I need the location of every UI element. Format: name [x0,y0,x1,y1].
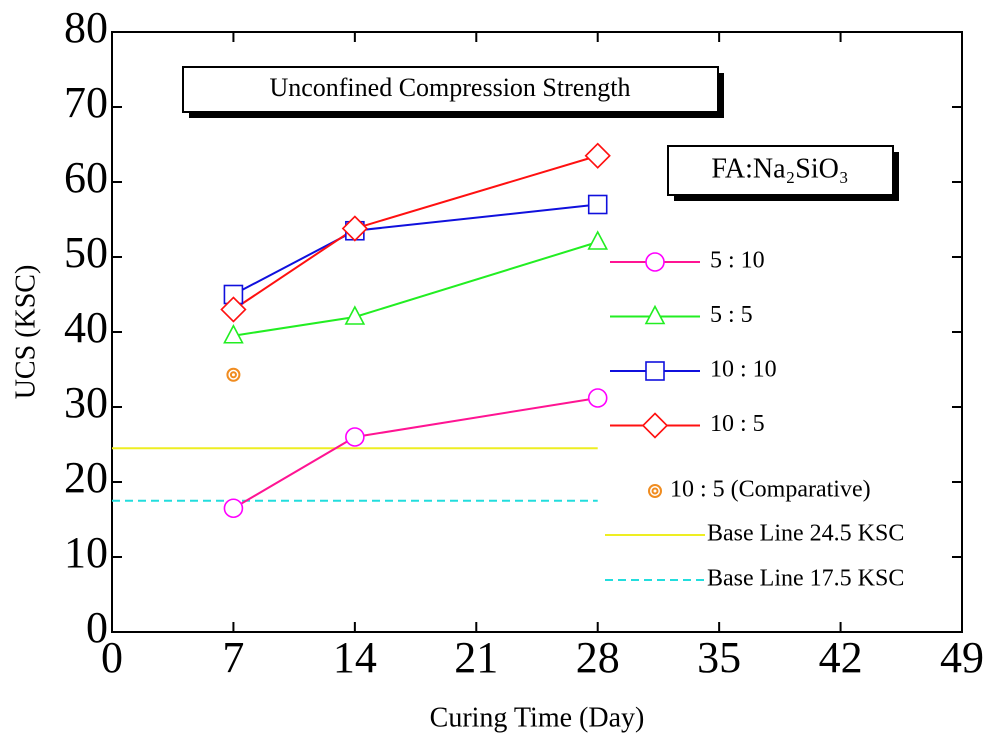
marker [344,305,366,325]
marker [341,215,368,242]
marker [587,194,608,215]
legend-marker [641,412,669,439]
legend-marker [645,361,665,381]
legend-label: 10 : 10 [710,357,777,383]
legend-label: Base Line 17.5 KSC [707,566,904,592]
annotation-box [667,145,894,196]
y-tick-label: 40 [64,303,108,352]
y-tick-label: 60 [64,153,108,202]
x-tick-label: 49 [940,633,984,682]
marker [584,142,611,169]
y-tick-label: 10 [64,528,108,577]
y-tick-label: 30 [64,378,108,427]
x-tick-label: 14 [333,633,377,682]
annotation: FA:Na₂SiO₃ [711,153,848,184]
y-tick-label: 20 [64,453,108,502]
series-line [232,397,598,510]
y-axis-label: UCS (KSC) [10,265,41,400]
marker [220,296,247,323]
marker [223,498,244,519]
legend-label: 10 : 5 (Comparative) [670,477,871,503]
marker [587,388,608,408]
y-tick-label: 50 [64,228,108,277]
x-tick-label: 21 [454,633,498,682]
marker [587,230,609,250]
x-tick-label: 28 [576,633,620,682]
chart-title: Unconfined Compression Strength [269,73,630,102]
marker [226,367,241,382]
legend-label: 5 : 10 [710,248,765,274]
series-line [232,154,599,311]
x-axis-label: Curing Time (Day) [430,702,645,733]
x-tick-label: 42 [819,633,863,682]
y-tick-label: 70 [64,78,108,127]
series-line [233,241,599,337]
legend-marker [644,304,666,325]
series-line [232,203,598,296]
x-tick-label: 7 [222,633,244,682]
legend-label: 5 : 5 [710,302,753,328]
legend-marker [645,252,665,272]
y-tick-label: 80 [64,3,108,52]
marker [648,484,662,498]
legend-label: 10 : 5 [710,411,765,437]
x-tick-label: 35 [697,633,741,682]
title-box [182,66,719,113]
y-tick-label: 0 [86,603,108,652]
x-tick-label: 0 [101,633,123,682]
marker [223,324,244,344]
marker [345,427,365,447]
legend-label: Base Line 24.5 KSC [707,521,904,547]
